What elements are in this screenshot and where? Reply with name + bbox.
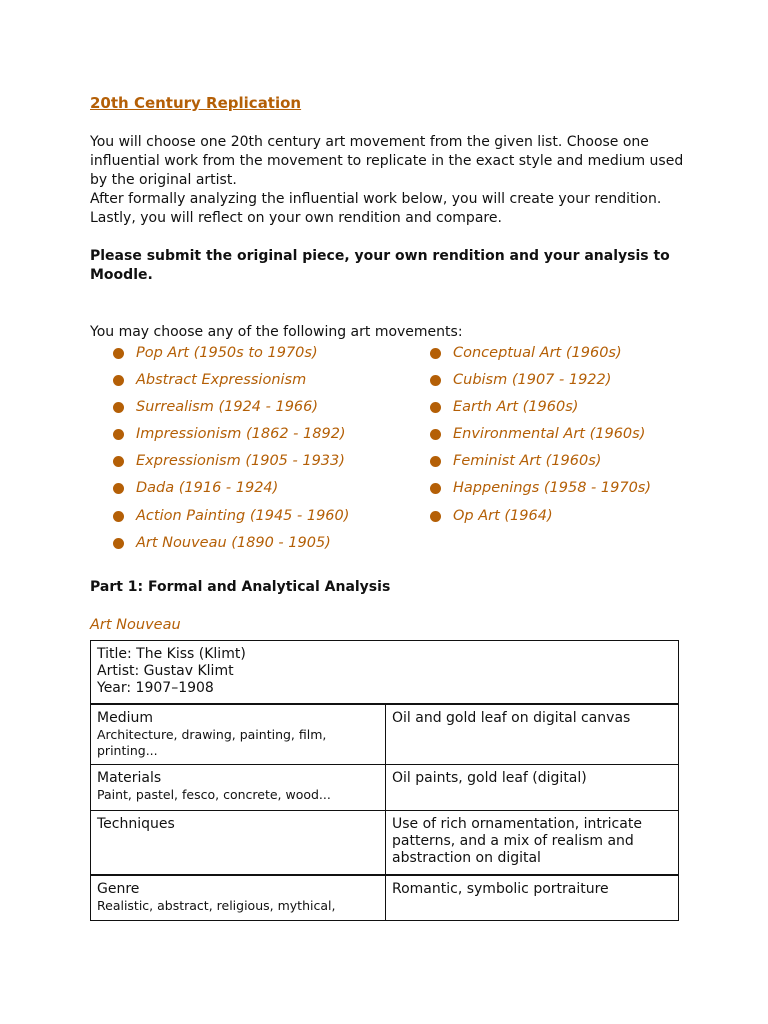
submit-note: Please submit the original piece, your o… [90, 248, 670, 283]
bullet-icon [430, 402, 441, 414]
movement-list-left: Pop Art (1950s to 1970s) Abstract Express… [113, 343, 349, 560]
artwork-info-cell: Title: The Kiss (Klimt) Artist: Gustav K… [90, 640, 679, 704]
selected-movement-heading: Art Nouveau [90, 617, 181, 633]
row-value: Use of rich ornamentation, intricate pat… [392, 816, 642, 866]
intro-paragraph-1: You will choose one 20th century art mov… [90, 134, 684, 188]
row-value: Oil paints, gold leaf (digital) [392, 770, 587, 786]
movement-item: Cubism (1907 - 1922) [430, 370, 651, 397]
movement-label: Dada (1916 - 1924) [136, 480, 279, 497]
row-value-cell: Oil and gold leaf on digital canvas [385, 702, 679, 765]
row-value: Oil and gold leaf on digital canvas [392, 709, 631, 726]
movement-item: Op Art (1964) [430, 506, 651, 533]
row-value: Romantic, symbolic portraiture [392, 880, 609, 897]
movement-item: Conceptual Art (1960s) [430, 343, 651, 370]
movement-label: Art Nouveau (1890 - 1905) [136, 534, 331, 551]
table-row: Techniques Use of rich ornamentation, int… [90, 810, 679, 875]
movement-label: Conceptual Art (1960s) [453, 345, 622, 361]
artwork-artist: Artist: Gustav Klimt [97, 663, 234, 679]
movement-label: Expressionism (1905 - 1933) [136, 453, 345, 470]
movement-label: Cubism (1907 - 1922) [453, 372, 612, 389]
movement-item: Surrealism (1924 - 1966) [113, 397, 349, 424]
bullet-icon [113, 537, 124, 549]
bullet-icon [430, 375, 441, 387]
movement-label: Surrealism (1924 - 1966) [136, 399, 319, 416]
bullet-icon [430, 483, 441, 495]
movement-label: Earth Art (1960s) [453, 399, 579, 416]
row-label-cell: Materials Paint, pastel, fesco, concrete,… [90, 764, 386, 811]
analysis-table: Title: The Kiss (Klimt) Artist: Gustav K… [90, 640, 679, 921]
movement-label: Pop Art (1950s to 1970s) [136, 345, 318, 361]
movement-item: Impressionism (1862 - 1892) [113, 424, 349, 451]
movement-item: Environmental Art (1960s) [430, 424, 651, 451]
bullet-icon [113, 483, 124, 495]
movement-label: Happenings (1958 - 1970s) [453, 480, 652, 497]
row-label-cell: Medium Architecture, drawing, painting, f… [90, 702, 386, 765]
movement-label: Impressionism (1862 - 1892) [136, 426, 346, 443]
row-value-cell: Romantic, symbolic portraiture [385, 873, 679, 921]
movement-item: Pop Art (1950s to 1970s) [113, 343, 349, 370]
row-value-cell: Use of rich ornamentation, intricate pat… [385, 810, 679, 875]
table-row: Genre Realistic, abstract, religious, myt… [90, 873, 679, 921]
row-value-cell: Oil paints, gold leaf (digital) [385, 764, 679, 811]
artwork-title: Title: The Kiss (Klimt) [97, 646, 246, 662]
movement-item: Dada (1916 - 1924) [113, 478, 349, 505]
movement-item: Expressionism (1905 - 1933) [113, 451, 349, 478]
bullet-icon [430, 456, 441, 468]
row-label: Materials [97, 770, 162, 786]
movement-item: Happenings (1958 - 1970s) [430, 478, 651, 505]
row-label-cell: Genre Realistic, abstract, religious, myt… [90, 873, 386, 921]
movement-label: Action Painting (1945 - 1960) [136, 507, 350, 524]
movement-item: Abstract Expressionism [113, 370, 349, 397]
page-title: 20th Century Replication [90, 94, 302, 112]
movement-label: Abstract Expressionism [136, 372, 307, 389]
row-label: Genre [97, 880, 140, 897]
list-intro: You may choose any of the following art … [90, 324, 463, 340]
bullet-icon [430, 510, 441, 522]
row-hint: Architecture, drawing, painting, film, p… [97, 726, 327, 758]
movement-item: Action Painting (1945 - 1960) [113, 506, 349, 533]
row-hint: Realistic, abstract, religious, mythical… [97, 897, 336, 913]
row-label: Medium [97, 709, 153, 726]
row-label: Techniques [97, 816, 175, 832]
movement-item: Earth Art (1960s) [430, 397, 651, 424]
bullet-icon [113, 375, 124, 387]
movement-label: Feminist Art (1960s) [453, 453, 602, 470]
bullet-icon [113, 510, 124, 522]
movement-label: Environmental Art (1960s) [453, 426, 646, 443]
artwork-year: Year: 1907–1908 [97, 680, 214, 696]
bullet-icon [113, 429, 124, 441]
table-row: Medium Architecture, drawing, painting, f… [90, 702, 679, 765]
bullet-icon [430, 348, 441, 359]
table-row: Materials Paint, pastel, fesco, concrete,… [90, 764, 679, 811]
intro-paragraph-2: After formally analyzing the influential… [90, 191, 662, 226]
bullet-icon [113, 456, 124, 468]
movement-label: Op Art (1964) [453, 507, 553, 524]
movement-item: Feminist Art (1960s) [430, 451, 651, 478]
movement-item: Art Nouveau (1890 - 1905) [113, 533, 349, 560]
bullet-icon [113, 348, 124, 359]
row-label-cell: Techniques [90, 810, 386, 875]
part1-heading: Part 1: Formal and Analytical Analysis [90, 579, 391, 595]
movement-list-right: Conceptual Art (1960s) Cubism (1907 - 192… [430, 343, 651, 533]
bullet-icon [430, 429, 441, 441]
row-hint: Paint, pastel, fesco, concrete, wood... [97, 787, 331, 802]
bullet-icon [113, 402, 124, 414]
